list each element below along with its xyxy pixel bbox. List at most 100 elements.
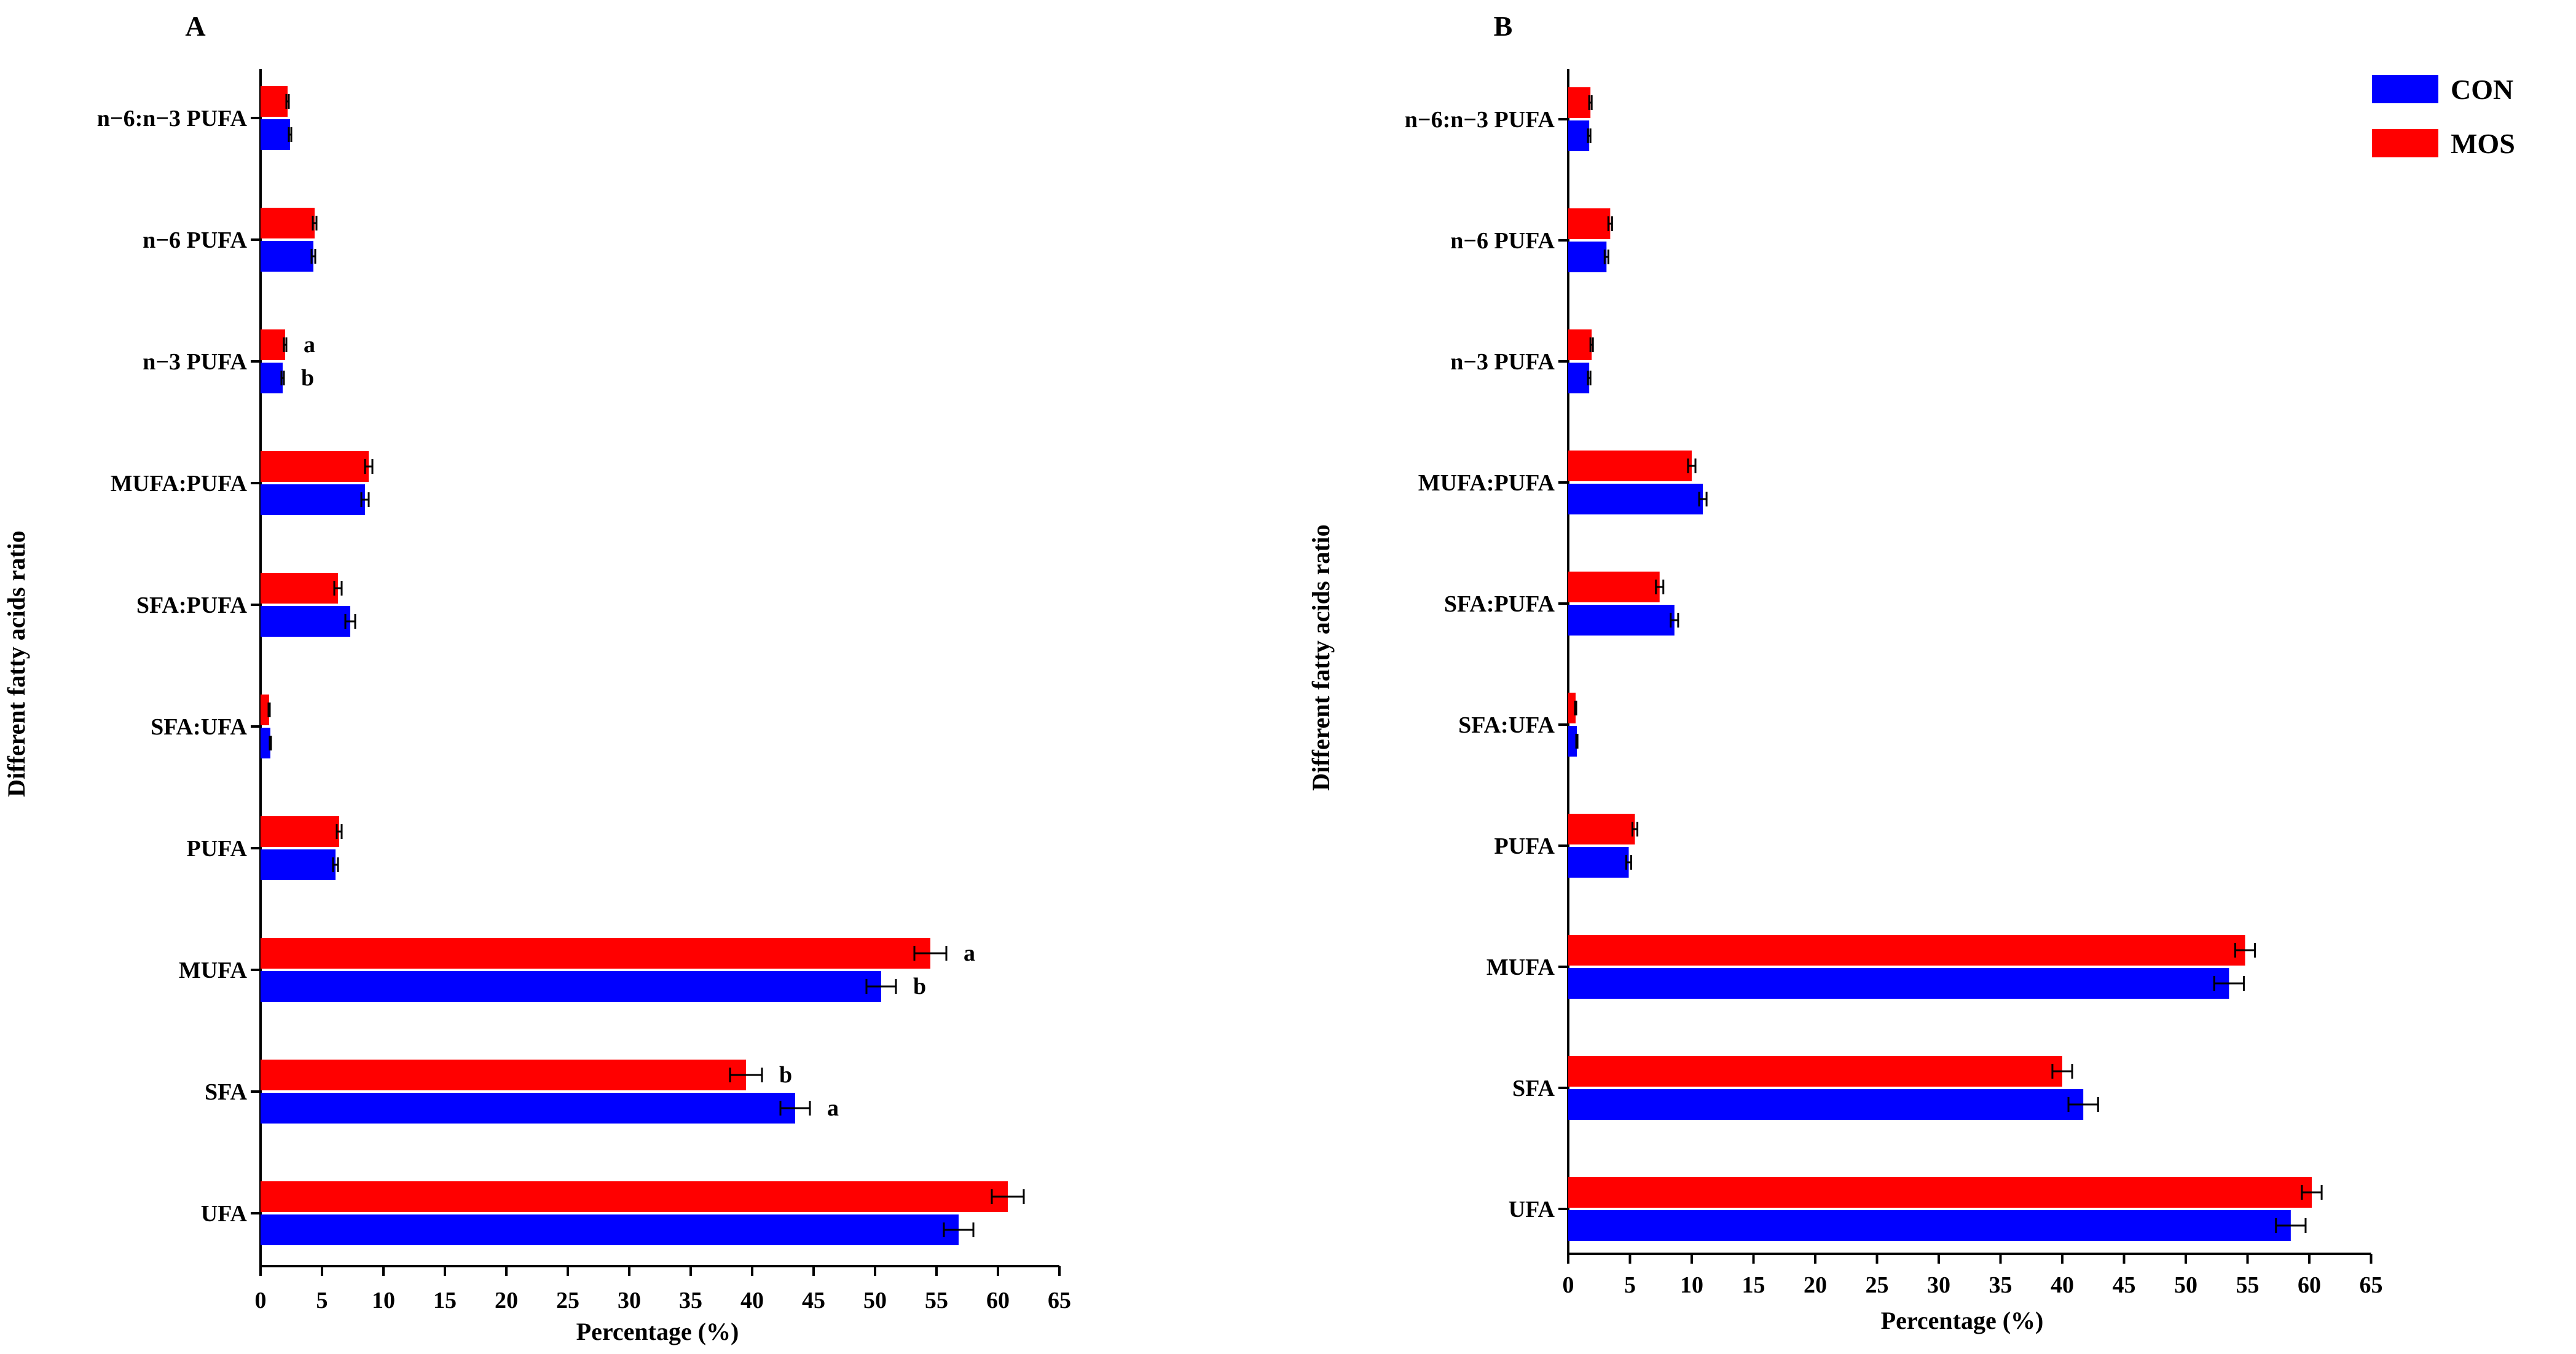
panel-a-x-tick-label-0: 0 bbox=[255, 1288, 267, 1313]
panel-b-category-label-n-6-n-3-pufa: n−6:n−3 PUFA bbox=[1405, 107, 1555, 133]
panel-a-sig-label-mos-mufa: a bbox=[964, 940, 975, 966]
panel-b-bar-mos-mufa bbox=[1568, 935, 2245, 966]
panel-b-bar-con-sfa-ufa bbox=[1568, 726, 1577, 757]
panel-b-bar-con-n-3-pufa bbox=[1568, 363, 1590, 393]
panel-a-category-label-n-6-n-3-pufa: n−6:n−3 PUFA bbox=[97, 106, 248, 132]
panel-a-bar-mos-sfa-ufa bbox=[261, 695, 269, 725]
legend: CON MOS bbox=[2372, 74, 2515, 159]
panel-b-bar-mos-n-6-n-3-pufa bbox=[1568, 87, 1591, 118]
panel-a-bar-con-mufa bbox=[261, 971, 881, 1002]
panel-a-x-tick-label-30: 30 bbox=[618, 1288, 641, 1313]
panel-a-sig-label-con-n-3-pufa: b bbox=[301, 365, 314, 391]
panel-b-category-label-sfa: SFA bbox=[1512, 1076, 1555, 1101]
panel-b-category-label-sfa-pufa: SFA:PUFA bbox=[1444, 591, 1555, 617]
panel-b-bar-con-mufa bbox=[1568, 968, 2229, 999]
panel-a-category-label-pufa: PUFA bbox=[187, 836, 248, 862]
panel-a-bar-mos-sfa bbox=[261, 1060, 746, 1090]
panel-a-category-label-n-3-pufa: n−3 PUFA bbox=[143, 349, 247, 375]
panel-b-category-label-sfa-ufa: SFA:UFA bbox=[1458, 712, 1555, 738]
panel-a-category-label-sfa-pufa: SFA:PUFA bbox=[136, 592, 248, 618]
panel-a-bar-con-n-6-pufa bbox=[261, 241, 313, 272]
panel-a-bar-mos-mufa-pufa bbox=[261, 451, 369, 482]
panel-a-bar-mos-n-6-n-3-pufa bbox=[261, 86, 288, 117]
panel-a-bar-con-sfa-pufa bbox=[261, 606, 350, 637]
panel-a-bar-con-pufa bbox=[261, 849, 336, 880]
panel-b-x-tick-label-45: 45 bbox=[2113, 1272, 2136, 1298]
panel-a-x-tick-label-55: 55 bbox=[925, 1288, 948, 1313]
panel-a-sig-label-mos-n-3-pufa: a bbox=[304, 332, 315, 358]
panel-b-category-label-n-6-pufa: n−6 PUFA bbox=[1450, 228, 1555, 254]
panel-a-sig-label-con-mufa: b bbox=[913, 974, 926, 999]
panel-b-x-tick-label-40: 40 bbox=[2051, 1272, 2074, 1298]
panel-a-chart: A 0 5 10 15 20 25 30 35 40 45 50 55 60 65 Percentage (%… bbox=[2, 10, 1071, 1345]
panel-b-chart: B 0 5 10 15 20 25 30 35 40 45 50 55 60 65 Percentage (%… bbox=[1307, 10, 2383, 1334]
panel-b-x-tick-label-10: 10 bbox=[1680, 1272, 1703, 1298]
panel-a-bar-mos-mufa bbox=[261, 938, 930, 969]
panel-b-bar-con-ufa bbox=[1568, 1210, 2291, 1241]
panel-a-bar-con-sfa bbox=[261, 1093, 795, 1124]
legend-label-mos: MOS bbox=[2451, 128, 2515, 159]
panel-b-category-label-ufa: UFA bbox=[1509, 1197, 1555, 1222]
panel-a-x-tick-label-65: 65 bbox=[1048, 1288, 1071, 1313]
panel-a-x-axis-title: Percentage (%) bbox=[576, 1318, 739, 1345]
panel-b-bar-con-n-6-n-3-pufa bbox=[1568, 120, 1590, 151]
panel-a-x-tick-label-40: 40 bbox=[740, 1288, 764, 1313]
panel-a-bar-mos-n-6-pufa bbox=[261, 208, 315, 238]
panel-a-x-tick-label-25: 25 bbox=[556, 1288, 579, 1313]
panel-b-x-tick-label-0: 0 bbox=[1563, 1272, 1574, 1298]
panel-b-bar-mos-ufa bbox=[1568, 1177, 2312, 1208]
panel-b-bar-con-n-6-pufa bbox=[1568, 242, 1607, 272]
panel-b-x-tick-label-20: 20 bbox=[1804, 1272, 1827, 1298]
panel-b-y-axis-title: Different fatty acids ratio bbox=[1307, 524, 1335, 791]
panel-a-category-label-ufa: UFA bbox=[201, 1201, 248, 1227]
panel-a-category-label-mufa: MUFA bbox=[179, 958, 248, 983]
panel-b-x-tick-label-55: 55 bbox=[2236, 1272, 2260, 1298]
panel-a-bar-con-n-6-n-3-pufa bbox=[261, 119, 290, 150]
panel-a-bar-mos-n-3-pufa bbox=[261, 329, 285, 360]
panel-a-x-tick-label-20: 20 bbox=[495, 1288, 518, 1313]
panel-b-x-tick-label-15: 15 bbox=[1742, 1272, 1765, 1298]
panel-a-sig-label-mos-sfa: b bbox=[779, 1062, 792, 1088]
panel-a-bar-con-mufa-pufa bbox=[261, 484, 365, 515]
panel-a-bar-mos-pufa bbox=[261, 816, 339, 847]
panel-b-category-label-mufa: MUFA bbox=[1486, 954, 1555, 980]
panel-b-bar-mos-sfa bbox=[1568, 1056, 2062, 1087]
panel-a-bar-con-n-3-pufa bbox=[261, 363, 283, 393]
panel-a-x-tick-label-5: 5 bbox=[316, 1288, 328, 1313]
panel-b-x-tick-label-65: 65 bbox=[2360, 1272, 2383, 1298]
legend-label-con: CON bbox=[2451, 74, 2513, 105]
legend-swatch-con bbox=[2372, 75, 2438, 103]
panel-a-bar-mos-sfa-pufa bbox=[261, 573, 338, 604]
panel-a-bar-mos-ufa bbox=[261, 1181, 1008, 1212]
panel-b-bar-mos-mufa-pufa bbox=[1568, 451, 1692, 481]
panel-b-panel-label: B bbox=[1494, 10, 1513, 42]
panel-b-bar-con-mufa-pufa bbox=[1568, 484, 1703, 514]
panel-a-bar-con-sfa-ufa bbox=[261, 728, 270, 758]
panel-a-sig-label-con-sfa: a bbox=[827, 1095, 839, 1121]
panel-b-x-tick-label-60: 60 bbox=[2298, 1272, 2321, 1298]
panel-b-x-tick-label-5: 5 bbox=[1624, 1272, 1636, 1298]
panel-a-x-tick-label-15: 15 bbox=[433, 1288, 457, 1313]
panel-b-category-label-n-3-pufa: n−3 PUFA bbox=[1450, 349, 1555, 375]
panel-a-panel-label: A bbox=[185, 10, 205, 42]
panel-a-category-label-sfa-ufa: SFA:UFA bbox=[151, 714, 247, 740]
panel-b-category-label-pufa: PUFA bbox=[1494, 833, 1555, 859]
panel-a-x-tick-label-10: 10 bbox=[372, 1288, 395, 1313]
panel-b-x-axis-title: Percentage (%) bbox=[1881, 1307, 2044, 1334]
panel-b-bar-mos-pufa bbox=[1568, 814, 1635, 844]
panel-b-x-tick-label-50: 50 bbox=[2174, 1272, 2197, 1298]
panel-a-y-axis-title: Different fatty acids ratio bbox=[2, 530, 30, 797]
panel-b-bar-mos-sfa-pufa bbox=[1568, 572, 1660, 602]
panel-b-bar-con-sfa bbox=[1568, 1089, 2084, 1120]
panel-b-x-tick-label-25: 25 bbox=[1866, 1272, 1889, 1298]
panel-b-x-tick-label-35: 35 bbox=[1989, 1272, 2012, 1298]
panel-b-bar-con-pufa bbox=[1568, 847, 1629, 878]
panel-b-bar-mos-sfa-ufa bbox=[1568, 693, 1576, 723]
legend-swatch-mos bbox=[2372, 129, 2438, 157]
panel-a-category-label-n-6-pufa: n−6 PUFA bbox=[143, 227, 247, 253]
panel-b-bar-con-sfa-pufa bbox=[1568, 605, 1675, 636]
panel-b-category-label-mufa-pufa: MUFA:PUFA bbox=[1418, 470, 1555, 496]
panel-a-x-tick-label-45: 45 bbox=[802, 1288, 825, 1313]
panel-a-x-tick-label-60: 60 bbox=[986, 1288, 1010, 1313]
